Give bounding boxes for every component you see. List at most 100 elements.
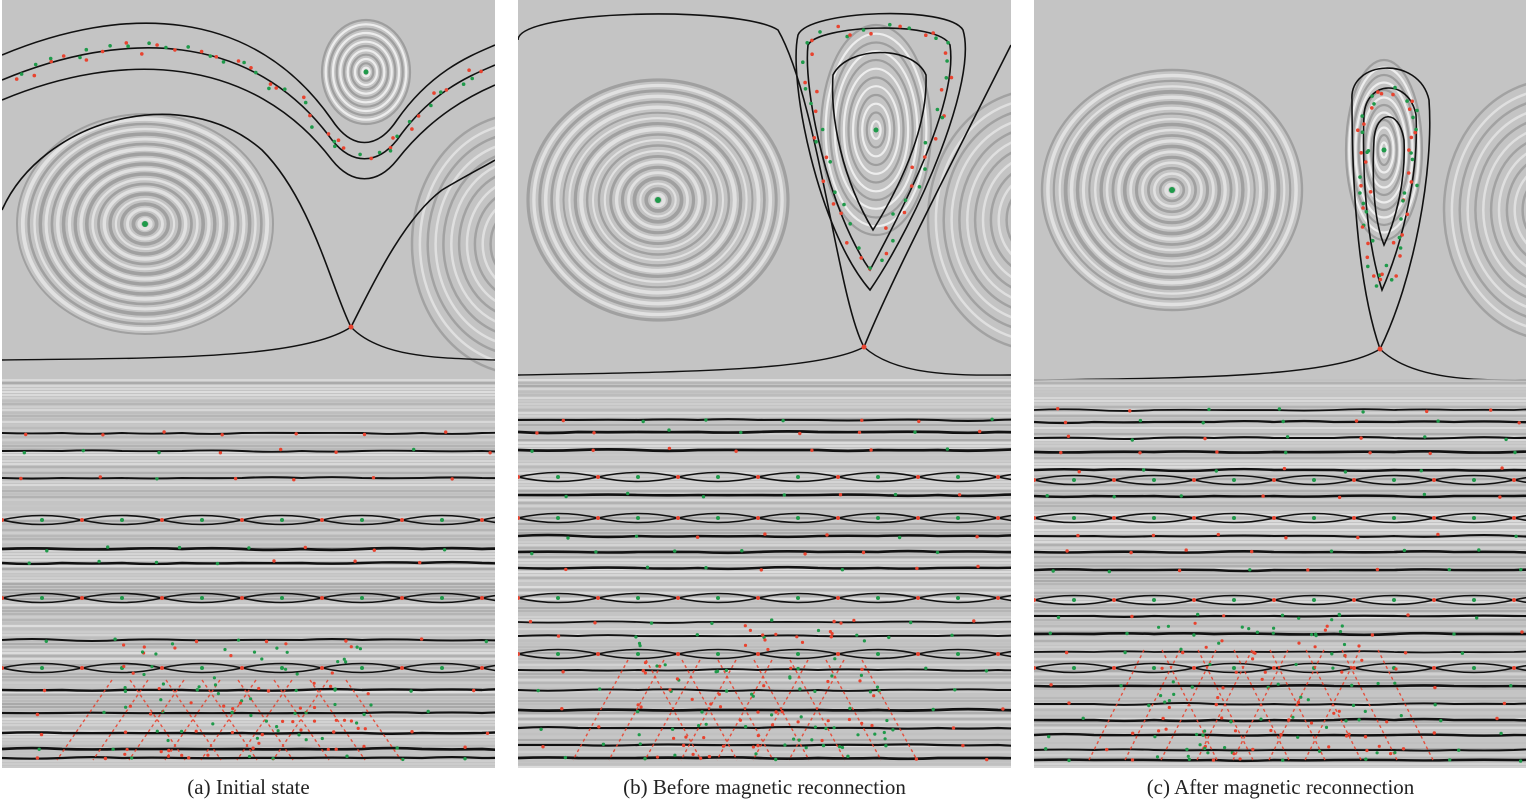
panel-a-critical-point — [131, 671, 135, 675]
panel-c-critical-point — [1049, 683, 1053, 687]
panel-b-critical-point — [634, 635, 638, 639]
panel-b-critical-point — [931, 31, 935, 35]
panel-c-critical-point — [1500, 466, 1504, 470]
panel-a-critical-point — [371, 476, 376, 480]
panel-a-critical-point — [111, 747, 115, 751]
panel-a-critical-point — [124, 705, 128, 709]
panel-c-side-vortex-streamline — [1474, 121, 1526, 299]
panel-a-side-vortex-streamline — [434, 145, 495, 343]
panel-a-vortex-streamline — [16, 113, 274, 335]
panel-a-critical-point — [333, 687, 337, 691]
panel-b-critical-point — [792, 737, 796, 741]
panel-b-critical-point — [909, 184, 914, 188]
panel-a-saddle-point — [240, 518, 244, 522]
panel-c-vortex-streamline — [1158, 177, 1186, 203]
panel-b-critical-point — [859, 673, 863, 678]
panel-b-separatrix-band — [518, 725, 1011, 730]
panel-c-critical-point — [1495, 716, 1499, 721]
panel-a-saddle-point — [348, 324, 354, 330]
panel-a-critical-point — [81, 448, 86, 453]
panel-c-critical-point — [1281, 758, 1285, 762]
panel-c-critical-point — [1477, 548, 1481, 552]
panel-c-vortex-streamline — [1105, 128, 1239, 252]
panel-a-critical-point — [229, 654, 233, 658]
panel-b-critical-point — [813, 689, 817, 694]
panel-a-side-vortex-streamline — [442, 155, 495, 333]
panel-a-critical-point — [432, 91, 436, 95]
panel-c-vortex-streamline — [1134, 155, 1210, 225]
panel-c-critical-point — [1378, 277, 1383, 282]
panel-c-critical-point — [1407, 107, 1412, 111]
panel-b-separatrix-curve — [518, 13, 1011, 349]
panel-a-critical-point — [310, 125, 314, 129]
panel-b-critical-point — [935, 107, 940, 112]
panel-a-vortex-streamline — [126, 207, 164, 241]
panel-c-critical-point — [1363, 735, 1368, 739]
panel-b-critical-point — [845, 241, 849, 245]
panel-b-critical-point — [800, 640, 805, 645]
panel-c-critical-point — [1330, 618, 1334, 622]
panel-c-critical-point — [1065, 549, 1069, 553]
panel-c-critical-trace — [1232, 649, 1289, 761]
panel-c-critical-point — [1376, 90, 1380, 94]
panel-b-critical-point — [803, 87, 808, 91]
panel-b-critical-point — [591, 448, 595, 452]
panel-a-center-point — [40, 518, 44, 522]
panel-a-critical-point — [257, 686, 261, 691]
panel-c-separatrix-band — [1034, 701, 1526, 706]
panel-b-critical-point — [799, 715, 803, 719]
panel-b-vortex-streamline — [550, 100, 766, 300]
panel-b-critical-point — [684, 735, 688, 739]
panel-c-critical-point — [1056, 407, 1060, 411]
panel-c-side-vortex-streamline — [1497, 152, 1526, 268]
panel-c-saddle-point — [1512, 516, 1516, 520]
panel-b-side-vortex-streamline — [989, 172, 1011, 268]
panel-b-critical-point — [869, 448, 873, 452]
panel-c-eye-streamline — [1363, 103, 1405, 197]
panel-c-saddle-point — [1034, 516, 1036, 520]
panel-a-saddle-point — [480, 518, 484, 522]
panel-c-critical-point — [1359, 436, 1363, 440]
panel-b-critical-point — [541, 745, 545, 749]
panel-c-vortex-streamline — [1052, 79, 1292, 301]
panel-c-critical-point — [1048, 631, 1052, 635]
panel-b-critical-point — [789, 666, 793, 670]
panel-a-critical-point — [149, 712, 153, 716]
panel-c-critical-point — [1251, 657, 1255, 661]
panel-a-vortex-streamline — [27, 122, 263, 326]
panel-c-critical-point — [1393, 751, 1397, 755]
panel-b-saddle-point — [836, 652, 840, 656]
panel-c-critical-point — [1504, 437, 1508, 442]
panel-c-critical-point — [1399, 714, 1403, 718]
panel-a-vortex-streamline — [114, 197, 176, 251]
panel-c-critical-point — [1342, 642, 1347, 647]
panel-c-critical-point — [1153, 735, 1157, 739]
panel-b-critical-point — [812, 136, 817, 140]
panel-c-critical-point — [1167, 699, 1171, 703]
panel-a-critical-trace — [165, 679, 222, 761]
panel-c-vortex-streamline — [1088, 112, 1256, 268]
panel-c-critical-point — [1276, 682, 1280, 686]
panel-a-critical-point — [142, 645, 146, 649]
panel-a-critical-point — [336, 660, 340, 664]
panel-c-side-vortex-streamline — [1442, 83, 1526, 337]
panel-c-critical-point — [1232, 752, 1236, 756]
panel-a-critical-point — [180, 753, 184, 757]
panel-c-critical-point — [1064, 650, 1069, 655]
panel-a-critical-point — [472, 688, 476, 693]
panel-c-critical-point — [1405, 99, 1409, 103]
panel-c-critical-point — [1356, 128, 1360, 132]
panel-a-critical-point — [122, 643, 126, 647]
panel-c-critical-point — [1255, 630, 1260, 634]
panel-b-critical-point — [870, 723, 874, 728]
panel-b-saddle-point — [596, 475, 600, 479]
panel-a-critical-point — [249, 66, 253, 70]
panel-a-critical-point — [418, 560, 422, 565]
panel-b-saddle-point — [518, 475, 520, 479]
panel-a-critical-point — [123, 752, 127, 756]
panel-a-critical-point — [157, 450, 161, 455]
panel-a-eye-streamline — [361, 66, 371, 78]
panel-a-critical-point — [260, 732, 264, 737]
panel-b-critical-point — [598, 687, 602, 691]
panel-b-saddle-point — [756, 596, 760, 600]
